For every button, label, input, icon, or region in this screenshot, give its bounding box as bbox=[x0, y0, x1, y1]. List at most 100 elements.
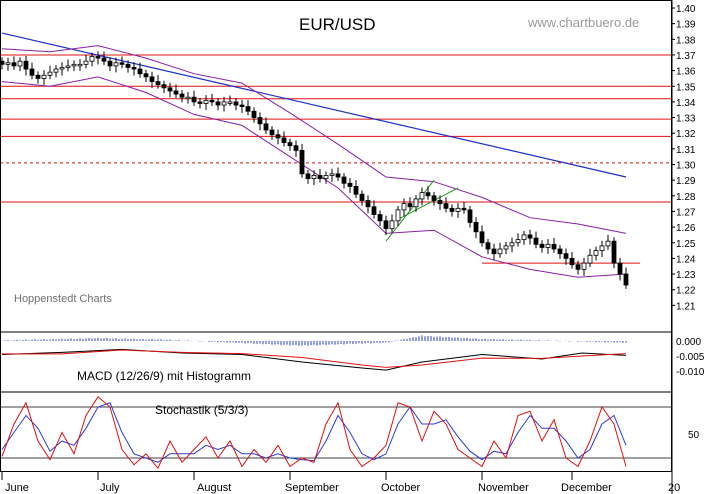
candle-body bbox=[191, 96, 197, 103]
candle-body bbox=[251, 110, 257, 118]
candle-body bbox=[275, 134, 281, 139]
candle-body bbox=[221, 101, 227, 106]
candle-body bbox=[593, 250, 599, 256]
candle-body bbox=[179, 93, 185, 98]
candle-body bbox=[71, 63, 77, 67]
candle-body bbox=[125, 63, 131, 68]
candle-body bbox=[575, 264, 581, 270]
candle-body bbox=[485, 242, 491, 250]
macd-line bbox=[1, 348, 627, 371]
candle-body bbox=[347, 182, 353, 187]
candle-body bbox=[335, 173, 341, 178]
candle-body bbox=[407, 203, 413, 208]
candle-body bbox=[215, 101, 221, 106]
y-tick-label: 1.40 bbox=[676, 4, 696, 15]
candle-body bbox=[239, 104, 245, 107]
candle-body bbox=[557, 248, 563, 255]
watermark-label: Hoppenstedt Charts bbox=[14, 293, 112, 305]
candle-body bbox=[563, 253, 569, 259]
candle-body bbox=[59, 67, 65, 70]
upper-band-line bbox=[1, 45, 627, 234]
channel-line bbox=[397, 187, 459, 220]
candle-body bbox=[53, 68, 59, 73]
y-tick-label: 1.26 bbox=[676, 223, 696, 234]
candle-body bbox=[233, 101, 239, 106]
candle-body bbox=[455, 207, 461, 212]
candle-body bbox=[227, 101, 233, 104]
month-label: December bbox=[561, 482, 612, 494]
candle-body bbox=[533, 237, 539, 245]
y-tick-label: 1.24 bbox=[676, 254, 696, 265]
y-tick-label: 1.27 bbox=[676, 207, 696, 218]
candle-body bbox=[203, 99, 209, 104]
candle-body bbox=[341, 176, 347, 184]
candle-body bbox=[521, 234, 527, 241]
candle-body bbox=[467, 209, 473, 223]
month-label: June bbox=[5, 482, 29, 494]
candle-body bbox=[605, 240, 611, 247]
candle-body bbox=[65, 65, 71, 68]
y-tick-label: 1.21 bbox=[676, 301, 696, 312]
candle-body bbox=[317, 175, 323, 179]
candle-body bbox=[305, 173, 311, 179]
candle-body bbox=[431, 195, 437, 201]
y-tick-label: 1.39 bbox=[676, 20, 696, 31]
candle-body bbox=[509, 242, 515, 247]
candle-body bbox=[29, 68, 35, 76]
candle-body bbox=[11, 62, 17, 67]
candle-body bbox=[77, 63, 83, 67]
candle-body bbox=[311, 175, 317, 179]
month-label: November bbox=[478, 482, 529, 494]
candle-body bbox=[95, 56, 101, 59]
y-tick-label: 1.30 bbox=[676, 161, 696, 172]
candle-body bbox=[569, 257, 575, 266]
candle-body bbox=[83, 60, 89, 65]
month-label: August bbox=[197, 482, 231, 494]
candle-body bbox=[293, 145, 299, 151]
candle-body bbox=[131, 67, 137, 70]
macd-tick-label: -0.010 bbox=[676, 367, 705, 378]
candle-body bbox=[185, 96, 191, 100]
candle-body bbox=[167, 87, 173, 92]
candle-body bbox=[143, 73, 149, 78]
macd-signal-line bbox=[2, 349, 627, 368]
candle-body bbox=[617, 262, 623, 275]
y-tick-label: 1.34 bbox=[676, 98, 696, 109]
candle-body bbox=[395, 209, 401, 222]
source-label: www.chartbuero.de bbox=[527, 15, 639, 30]
y-tick-label: 1.35 bbox=[676, 82, 696, 93]
stochastic-tick-label: 50 bbox=[688, 430, 700, 441]
candle-body bbox=[491, 248, 497, 255]
candle-body bbox=[149, 76, 155, 82]
candle-body bbox=[257, 117, 263, 125]
candle-body bbox=[551, 243, 557, 250]
candle-body bbox=[479, 231, 485, 244]
candle-body bbox=[545, 243, 551, 248]
month-label: July bbox=[100, 482, 120, 494]
candle-body bbox=[17, 60, 23, 67]
candle-body bbox=[47, 71, 53, 76]
candle-body bbox=[581, 262, 587, 270]
candle-body bbox=[377, 214, 383, 222]
candle-body bbox=[401, 203, 407, 211]
y-tick-label: 1.33 bbox=[676, 114, 696, 125]
candle-body bbox=[137, 68, 143, 75]
y-tick-label: 1.28 bbox=[676, 192, 696, 203]
candle-body bbox=[371, 206, 377, 215]
candle-body bbox=[299, 150, 305, 175]
candle-body bbox=[449, 207, 455, 212]
candle-body bbox=[389, 220, 395, 230]
candle-body bbox=[119, 62, 125, 65]
candle-body bbox=[269, 129, 275, 136]
candle-body bbox=[365, 200, 371, 208]
candle-body bbox=[113, 62, 119, 67]
candle-body bbox=[587, 254, 593, 264]
chart-frame bbox=[0, 0, 675, 494]
y-tick-label: 1.23 bbox=[676, 270, 696, 281]
downtrend-line bbox=[1, 32, 627, 178]
month-label: October bbox=[381, 482, 420, 494]
candle-body bbox=[383, 220, 389, 230]
candle-body bbox=[527, 234, 533, 239]
candle-body bbox=[623, 273, 629, 286]
